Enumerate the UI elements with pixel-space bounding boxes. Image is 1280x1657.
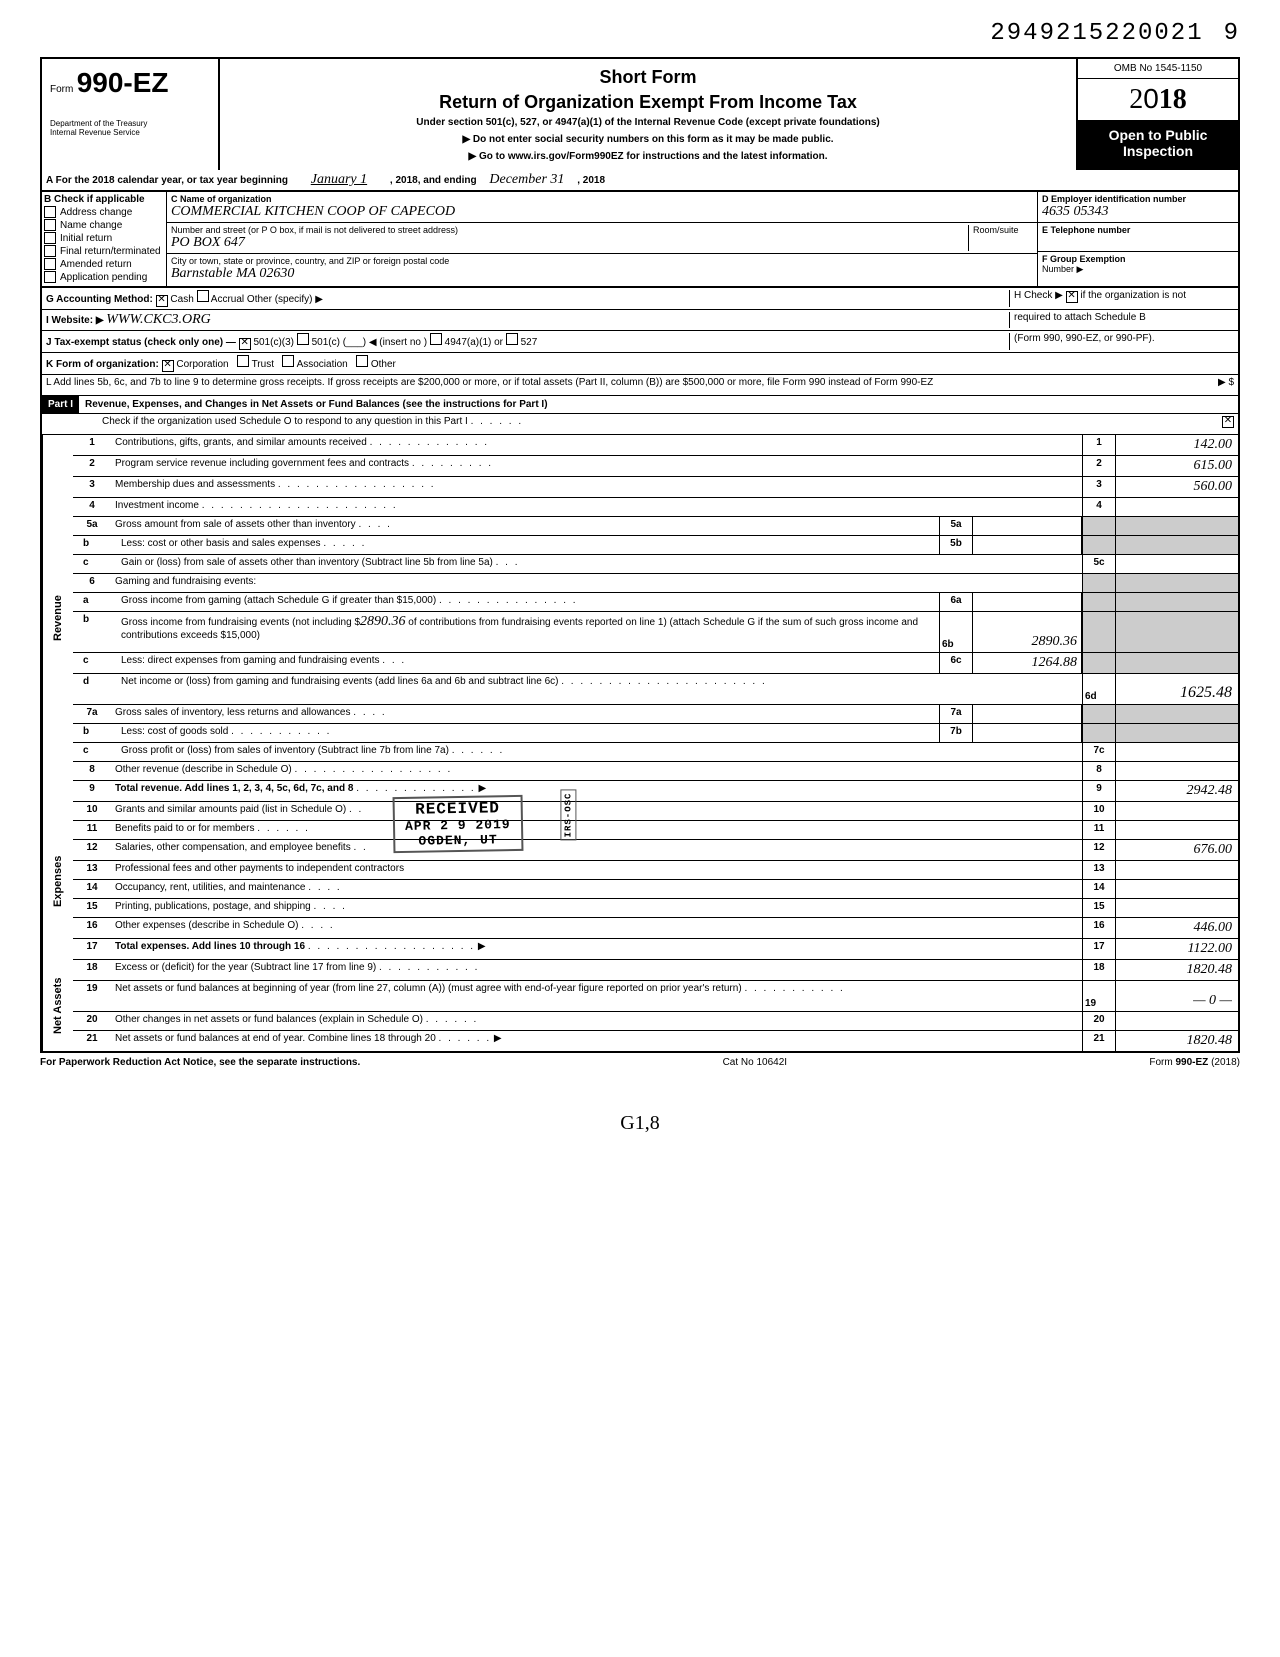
line-20-value[interactable] xyxy=(1116,1012,1238,1030)
line-9-value[interactable]: 2942.48 xyxy=(1116,781,1238,801)
line-g-h: G Accounting Method: Cash Accrual Other … xyxy=(40,288,1240,310)
checkbox-association[interactable] xyxy=(282,355,294,367)
revenue-section: Revenue 1Contributions, gifts, grants, a… xyxy=(40,435,1240,802)
website-field[interactable]: WWW.CKC3.ORG xyxy=(106,312,211,327)
line-5c-value[interactable] xyxy=(1116,555,1238,573)
line-14-value[interactable] xyxy=(1116,880,1238,898)
checkbox-pending[interactable] xyxy=(44,271,56,283)
line-6d-value[interactable]: 1625.48 xyxy=(1116,674,1238,704)
checkbox-other-org[interactable] xyxy=(356,355,368,367)
line-7b-value[interactable] xyxy=(973,724,1082,742)
line-1-value[interactable]: 142.00 xyxy=(1116,435,1238,455)
checkbox-final-return[interactable] xyxy=(44,245,56,257)
line-15-value[interactable] xyxy=(1116,899,1238,917)
line-19-value[interactable]: — 0 — xyxy=(1116,981,1238,1011)
line-11-value[interactable] xyxy=(1116,821,1238,839)
checkbox-501c3[interactable] xyxy=(239,338,251,350)
ein[interactable]: 4635 05343 xyxy=(1042,204,1234,220)
checkbox-schedule-o[interactable] xyxy=(1222,416,1234,428)
line-5b-value[interactable] xyxy=(973,536,1082,554)
line-18-value[interactable]: 1820.48 xyxy=(1116,960,1238,980)
tax-year: 2018 xyxy=(1078,79,1238,121)
line-6b-contrib[interactable]: 2890.36 xyxy=(360,614,406,629)
footer: For Paperwork Reduction Act Notice, see … xyxy=(40,1051,1240,1072)
section-bcdef: B Check if applicable Address change Nam… xyxy=(40,191,1240,288)
subtitle: Under section 501(c), 527, or 4947(a)(1)… xyxy=(228,117,1068,128)
line-k: K Form of organization: Corporation Trus… xyxy=(40,353,1240,375)
line-8-value[interactable] xyxy=(1116,762,1238,780)
no-ssn-note: ▶ Do not enter social security numbers o… xyxy=(228,134,1068,145)
net-assets-label: Net Assets xyxy=(42,960,73,1051)
paperwork-notice: For Paperwork Reduction Act Notice, see … xyxy=(40,1057,360,1068)
form-header: Form 990-EZ Department of the Treasury I… xyxy=(40,57,1240,170)
dept-treasury: Department of the Treasury xyxy=(50,119,210,128)
form-ref: Form 990-EZ (2018) xyxy=(1149,1057,1240,1068)
tax-year-begin[interactable]: January 1 xyxy=(291,172,387,187)
page-stamp: 29492152200219 xyxy=(40,20,1240,47)
irs-osc-stamp: IRS-OSC xyxy=(560,790,576,841)
line-21-value[interactable]: 1820.48 xyxy=(1116,1031,1238,1051)
line-i: I Website: ▶ WWW.CKC3.ORG required to at… xyxy=(40,310,1240,331)
short-form-label: Short Form xyxy=(228,67,1068,88)
checkbox-4947[interactable] xyxy=(430,333,442,345)
line-2-value[interactable]: 615.00 xyxy=(1116,456,1238,476)
checkbox-name-change[interactable] xyxy=(44,219,56,231)
expenses-section: Expenses RECEIVED APR 2 9 2019 OGDEN, UT… xyxy=(40,802,1240,960)
checkbox-initial-return[interactable] xyxy=(44,232,56,244)
line-6c-value[interactable]: 1264.88 xyxy=(973,653,1082,673)
line-17-value[interactable]: 1122.00 xyxy=(1116,939,1238,959)
cat-number: Cat No 10642I xyxy=(723,1057,788,1068)
open-public-label: Open to Public Inspection xyxy=(1078,121,1238,170)
bottom-handwritten-note: G1,8 xyxy=(40,1112,1240,1135)
org-address[interactable]: PO BOX 647 xyxy=(171,235,968,251)
revenue-label: Revenue xyxy=(42,435,73,802)
checkbox-corporation[interactable] xyxy=(162,360,174,372)
line-16-value[interactable]: 446.00 xyxy=(1116,918,1238,938)
received-stamp: RECEIVED APR 2 9 2019 OGDEN, UT xyxy=(393,795,524,853)
dept-irs: Internal Revenue Service xyxy=(50,128,210,137)
line-6a-value[interactable] xyxy=(973,593,1082,611)
expenses-label: Expenses xyxy=(42,802,73,960)
line-10-value[interactable] xyxy=(1116,802,1238,820)
line-3-value[interactable]: 560.00 xyxy=(1116,477,1238,497)
part-1-check: Check if the organization used Schedule … xyxy=(40,414,1240,435)
line-12-value[interactable]: 676.00 xyxy=(1116,840,1238,860)
line-7a-value[interactable] xyxy=(973,705,1082,723)
line-l: L Add lines 5b, 6c, and 7b to line 9 to … xyxy=(40,375,1240,396)
checkbox-527[interactable] xyxy=(506,333,518,345)
net-assets-section: Net Assets 18Excess or (deficit) for the… xyxy=(40,960,1240,1051)
part-1-header: Part I Revenue, Expenses, and Changes in… xyxy=(40,396,1240,414)
checkbox-schedule-b[interactable] xyxy=(1066,291,1078,303)
line-7c-value[interactable] xyxy=(1116,743,1238,761)
checkbox-trust[interactable] xyxy=(237,355,249,367)
main-title: Return of Organization Exempt From Incom… xyxy=(228,92,1068,113)
line-4-value[interactable] xyxy=(1116,498,1238,516)
org-name[interactable]: COMMERCIAL KITCHEN COOP OF CAPECOD xyxy=(171,204,1033,220)
form-prefix: Form xyxy=(50,84,73,95)
section-b-header: B Check if applicable xyxy=(44,194,164,205)
form-number: 990-EZ xyxy=(77,67,169,98)
line-6b-value[interactable]: 2890.36 xyxy=(973,612,1082,652)
checkbox-cash[interactable] xyxy=(156,295,168,307)
website-note: ▶ Go to www.irs.gov/Form990EZ for instru… xyxy=(228,151,1068,162)
checkbox-address-change[interactable] xyxy=(44,206,56,218)
tax-year-end[interactable]: December 31 xyxy=(479,172,574,187)
checkbox-501c[interactable] xyxy=(297,333,309,345)
line-j: J Tax-exempt status (check only one) — 5… xyxy=(40,331,1240,353)
checkbox-accrual[interactable] xyxy=(197,290,209,302)
omb-number: OMB No 1545-1150 xyxy=(1078,59,1238,79)
org-city[interactable]: Barnstable MA 02630 xyxy=(171,266,1033,282)
checkbox-amended[interactable] xyxy=(44,258,56,270)
line-a: A For the 2018 calendar year, or tax yea… xyxy=(40,170,1240,191)
line-5a-value[interactable] xyxy=(973,517,1082,535)
line-13-value[interactable] xyxy=(1116,861,1238,879)
